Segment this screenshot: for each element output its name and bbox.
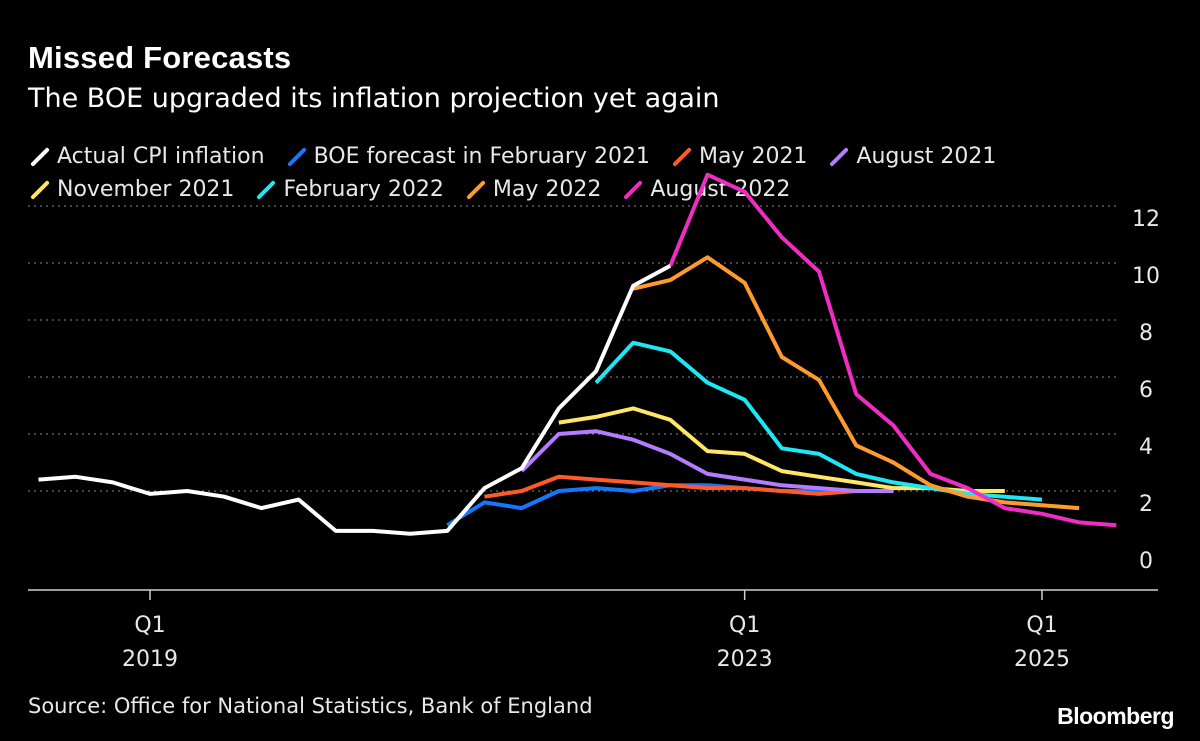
legend-label: Actual CPI inflation: [57, 144, 265, 169]
legend-item-feb-2021: BOE forecast in February 2021: [285, 144, 650, 169]
series-lines: [38, 172, 1117, 536]
x-tick-label: 2019: [122, 647, 178, 672]
legend-label: November 2021: [57, 177, 235, 202]
y-tick-label: 8: [1139, 321, 1153, 346]
x-tick-label: Q1: [134, 613, 165, 638]
y-tick-label: 6: [1139, 378, 1153, 403]
y-axis-labels: 0 2 4 6 8 10 12: [1132, 207, 1160, 574]
legend-label: August 2021: [856, 144, 997, 169]
chart-legend: Actual CPI inflation BOE forecast in Feb…: [28, 140, 1168, 206]
legend-label: BOE forecast in February 2021: [313, 144, 650, 169]
series-line-may-2021: [484, 474, 894, 499]
series-line-august-2022: [668, 172, 1117, 528]
legend-label: May 2021: [698, 144, 808, 169]
y-tick-label: 0: [1139, 549, 1153, 574]
legend-item-may-2022: May 2022: [464, 177, 601, 202]
x-axis: Q1 2019 Q1 2023 Q1 2025: [28, 589, 1158, 672]
x-tick-label: 2025: [1014, 647, 1070, 672]
legend-label: February 2022: [283, 177, 444, 202]
y-tick-label: 10: [1132, 264, 1160, 289]
legend-item-actual-cpi: Actual CPI inflation: [28, 144, 265, 169]
legend-item-nov-2021: November 2021: [28, 177, 234, 202]
y-tick-label: 12: [1132, 207, 1160, 232]
legend-label: May 2022: [492, 177, 602, 202]
legend-row: Actual CPI inflation BOE forecast in Feb…: [28, 140, 1168, 173]
chart-title: Missed Forecasts: [28, 40, 292, 75]
legend-item-feb-2022: February 2022: [254, 177, 444, 202]
gridlines: [28, 205, 1120, 492]
x-tick-label: 2023: [717, 647, 773, 672]
legend-item-aug-2021: August 2021: [827, 144, 996, 169]
series-line-may-2022: [632, 255, 1080, 511]
series-line-actual-cpi-inflation: [38, 264, 672, 536]
x-tick-label: Q1: [729, 613, 760, 638]
x-tick-label: Q1: [1026, 613, 1057, 638]
bloomberg-logo: Bloomberg: [1057, 703, 1174, 729]
source-note: Source: Office for National Statistics, …: [28, 694, 593, 718]
chart-subtitle: The BOE upgraded its inflation projectio…: [28, 83, 720, 114]
series-line-august-2021: [520, 429, 894, 493]
y-tick-label: 4: [1139, 435, 1153, 460]
y-tick-label: 2: [1139, 492, 1153, 517]
series-line-february-2022: [594, 340, 1043, 502]
legend-row: November 2021 February 2022 May 2022 Aug…: [28, 173, 1168, 206]
legend-item-may-2021: May 2021: [670, 144, 807, 169]
